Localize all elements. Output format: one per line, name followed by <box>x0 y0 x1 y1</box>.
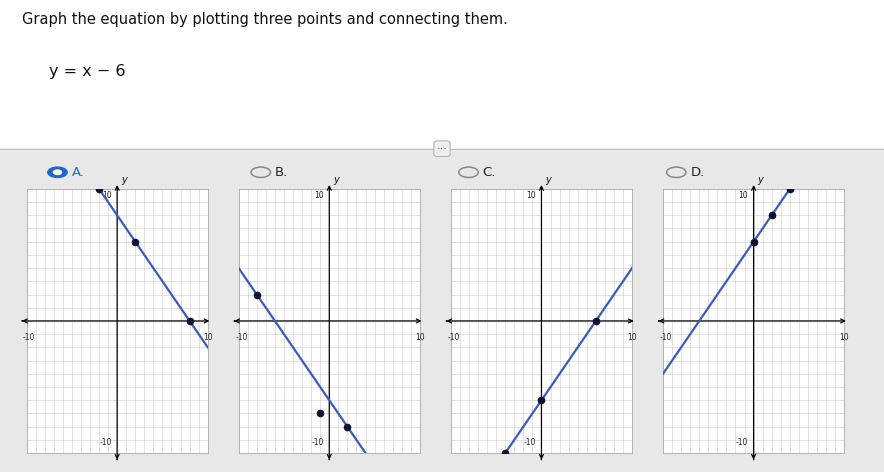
Text: B.: B. <box>275 166 288 179</box>
Text: -10: -10 <box>311 438 324 447</box>
Text: y: y <box>545 175 551 185</box>
Text: Graph the equation by plotting three points and connecting them.: Graph the equation by plotting three poi… <box>22 12 508 27</box>
Text: y: y <box>758 175 763 185</box>
Text: 10: 10 <box>415 333 424 342</box>
Text: -10: -10 <box>659 333 672 342</box>
Text: y = x − 6: y = x − 6 <box>49 64 126 79</box>
Text: 10: 10 <box>840 333 849 342</box>
Text: 10: 10 <box>526 192 536 201</box>
Text: y: y <box>121 175 126 185</box>
Text: 10: 10 <box>314 192 324 201</box>
Text: A.: A. <box>72 166 85 179</box>
Text: 10: 10 <box>102 192 111 201</box>
Text: -10: -10 <box>735 438 748 447</box>
Text: y: y <box>333 175 339 185</box>
Text: -10: -10 <box>447 333 460 342</box>
Text: -10: -10 <box>523 438 536 447</box>
Text: 10: 10 <box>203 333 212 342</box>
Text: 10: 10 <box>628 333 636 342</box>
Text: C.: C. <box>483 166 496 179</box>
Text: 10: 10 <box>738 192 748 201</box>
Text: -10: -10 <box>23 333 35 342</box>
Text: -10: -10 <box>99 438 111 447</box>
Text: ···: ··· <box>437 143 447 154</box>
Text: -10: -10 <box>235 333 248 342</box>
Text: D.: D. <box>690 166 705 179</box>
